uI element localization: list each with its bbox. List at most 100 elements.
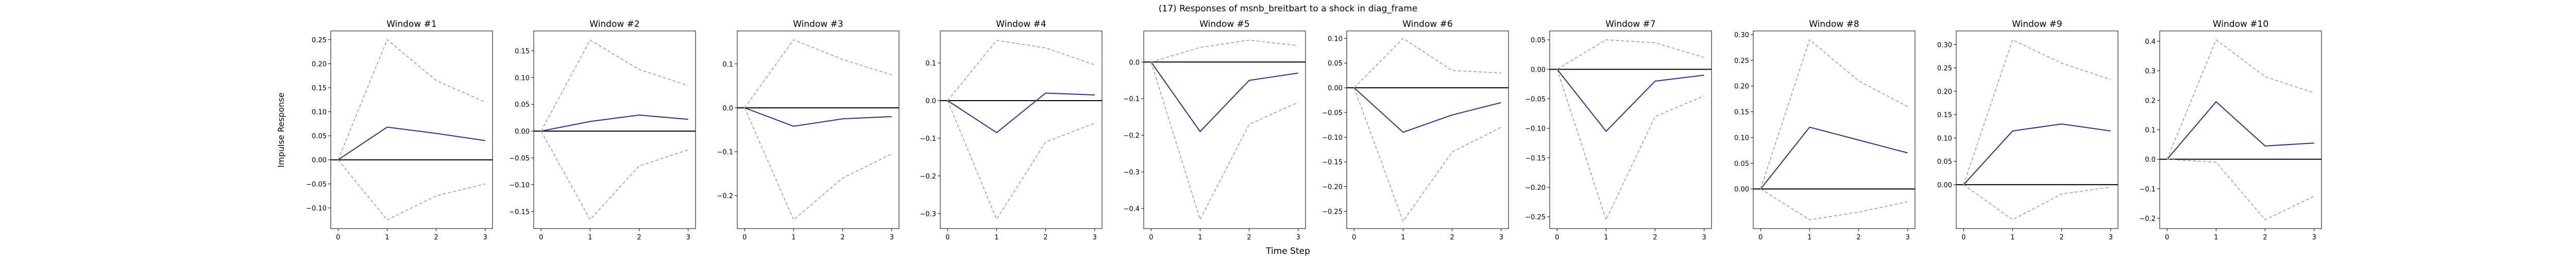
x-tick-label: 1 bbox=[1401, 234, 1405, 241]
y-tick-label: 0.00 bbox=[1937, 182, 1952, 189]
y-tick-label: 0.1 bbox=[722, 61, 733, 69]
chart-panel-2: Window #2 −0.15 −0.10 −0.05 0.00 0.05 0.10 0.15… bbox=[509, 19, 696, 241]
y-tick-label: 0.05 bbox=[1734, 160, 1749, 168]
chart-title: Window #8 bbox=[1809, 19, 1859, 29]
chart-panel-9: Window #9 0.00 0.05 0.10 0.15 0.20 0.25 0.30 0 1 2… bbox=[1937, 19, 2119, 241]
y-tick-label: 0.10 bbox=[1734, 134, 1749, 142]
series-line-lower bbox=[337, 159, 485, 221]
series-line-lower bbox=[744, 107, 892, 221]
y-tick-label: 0.10 bbox=[515, 74, 530, 82]
chart-panel-5: Window #5 −0.4 −0.3 −0.2 −0.1 0.0 0 1 2 3 bbox=[1123, 19, 1306, 241]
y-tick-label: 0.15 bbox=[515, 47, 530, 55]
series-line-response bbox=[947, 92, 1095, 134]
x-tick-label: 2 bbox=[2059, 234, 2063, 241]
x-tick-label: 3 bbox=[1499, 234, 1503, 241]
chart-title: Window #10 bbox=[2213, 19, 2268, 29]
series-line-upper bbox=[1353, 38, 1501, 88]
x-tick-label: 2 bbox=[434, 234, 438, 241]
chart-title: Window #6 bbox=[1402, 19, 1453, 29]
chart-title: Window #9 bbox=[2012, 19, 2062, 29]
x-tick-label: 1 bbox=[1198, 234, 1202, 241]
x-tick-label: 0 bbox=[1961, 234, 1965, 241]
x-tick-label: 0 bbox=[336, 234, 340, 241]
y-tick-label: 0.05 bbox=[515, 101, 530, 109]
y-tick-label: −0.15 bbox=[509, 208, 530, 216]
chart-title: Window #1 bbox=[386, 19, 437, 29]
series-line-upper bbox=[1556, 39, 1704, 70]
x-tick-label: 2 bbox=[840, 234, 844, 241]
plot-frame bbox=[1346, 30, 1509, 229]
y-tick-label: 0.4 bbox=[2145, 38, 2156, 46]
chart-title: Window #4 bbox=[996, 19, 1046, 29]
x-tick-label: 3 bbox=[1296, 234, 1300, 241]
plot-frame bbox=[1956, 30, 2119, 229]
y-tick-label: −0.20 bbox=[1322, 184, 1343, 191]
series-line-upper bbox=[1963, 39, 2111, 185]
y-tick-label: 0.10 bbox=[1937, 135, 1952, 142]
x-tick-label: 3 bbox=[483, 234, 487, 241]
x-tick-label: 3 bbox=[890, 234, 894, 241]
y-tick-label: 0.25 bbox=[1734, 57, 1749, 65]
x-tick-label: 2 bbox=[1247, 234, 1251, 241]
y-tick-label: 0.05 bbox=[1937, 158, 1952, 166]
x-tick-label: 2 bbox=[1450, 234, 1454, 241]
y-tick-label: 0.0 bbox=[925, 98, 936, 105]
x-tick-label: 1 bbox=[385, 234, 389, 241]
figure-xlabel: Time Step bbox=[1265, 246, 1310, 256]
series-line-upper bbox=[337, 39, 486, 160]
series-line-response bbox=[744, 107, 892, 127]
y-tick-label: 0.0 bbox=[722, 105, 733, 112]
y-tick-label: −0.3 bbox=[920, 211, 936, 218]
x-tick-label: 0 bbox=[539, 234, 543, 241]
series-line-lower bbox=[1963, 184, 2111, 220]
chart-panel-3: Window #3 −0.2 −0.1 0.0 0.1 0 1 2 3 bbox=[717, 19, 900, 241]
x-tick-label: 1 bbox=[588, 234, 592, 241]
y-tick-label: −0.10 bbox=[1322, 134, 1343, 142]
y-tick-label: −0.20 bbox=[1525, 184, 1546, 192]
x-tick-label: 2 bbox=[1856, 234, 1860, 241]
series-line-response bbox=[1353, 87, 1501, 133]
y-tick-label: 0.15 bbox=[1734, 109, 1749, 117]
series-line-lower bbox=[1150, 62, 1299, 221]
x-tick-label: 1 bbox=[791, 234, 795, 241]
y-tick-label: −0.1 bbox=[2139, 186, 2156, 194]
series-line-upper bbox=[744, 39, 892, 108]
plot-frame bbox=[2159, 30, 2322, 229]
x-tick-label: 1 bbox=[994, 234, 998, 241]
x-tick-label: 2 bbox=[637, 234, 641, 241]
y-tick-label: 0.05 bbox=[1328, 60, 1343, 68]
y-tick-label: 0.10 bbox=[312, 109, 327, 117]
series-line-response bbox=[337, 126, 485, 160]
y-tick-label: 0.00 bbox=[1734, 186, 1749, 194]
x-tick-label: 0 bbox=[1555, 234, 1559, 241]
x-tick-label: 2 bbox=[1043, 234, 1047, 241]
y-tick-label: 0.05 bbox=[1531, 37, 1546, 44]
chart-panel-10: Window #10 −0.2 −0.1 0.0 0.1 0.2 0.3 0.4 0 1 2 3 bbox=[2139, 19, 2322, 241]
figure-ylabel: Impulse Response bbox=[276, 92, 286, 167]
y-tick-label: −0.2 bbox=[920, 173, 936, 181]
y-tick-label: −0.1 bbox=[717, 149, 733, 156]
series-line-response bbox=[541, 114, 688, 132]
y-tick-label: 0.0 bbox=[1129, 59, 1140, 67]
x-tick-label: 3 bbox=[1702, 234, 1706, 241]
series-line-lower bbox=[947, 100, 1095, 220]
y-tick-label: −0.25 bbox=[1525, 214, 1546, 221]
plot-frame bbox=[1753, 30, 1916, 229]
y-tick-label: −0.10 bbox=[1525, 125, 1546, 133]
chart-title: Window #3 bbox=[793, 19, 843, 29]
x-tick-label: 0 bbox=[1352, 234, 1356, 241]
y-tick-label: −0.05 bbox=[509, 155, 530, 163]
y-tick-label: −0.05 bbox=[306, 181, 327, 188]
y-tick-label: −0.3 bbox=[1123, 169, 1140, 176]
y-tick-label: 0.00 bbox=[515, 128, 530, 136]
y-tick-label: 0.25 bbox=[1937, 65, 1952, 73]
series-line-upper bbox=[1151, 39, 1298, 63]
plot-frame bbox=[737, 30, 900, 229]
y-tick-label: 0.15 bbox=[1937, 111, 1952, 119]
y-tick-label: 0.20 bbox=[1734, 83, 1749, 91]
y-tick-label: −0.10 bbox=[306, 205, 327, 213]
y-tick-label: −0.1 bbox=[920, 135, 936, 143]
figure-suptitle: (17) Responses of msnb_breitbart to a sh… bbox=[1159, 4, 1417, 14]
